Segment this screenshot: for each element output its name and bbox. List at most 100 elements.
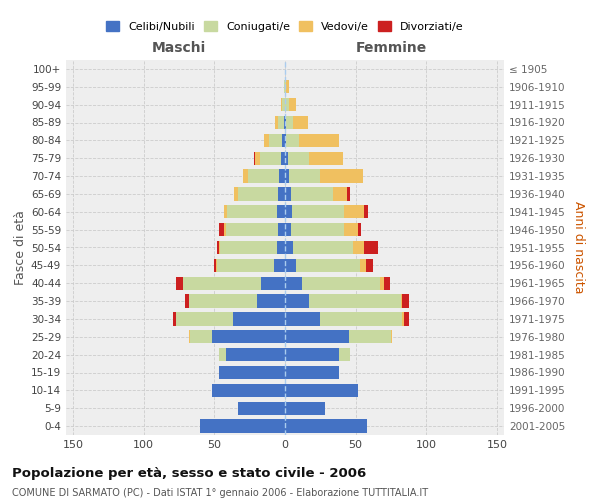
Bar: [238, 187, 278, 200]
Bar: [176, 276, 183, 290]
Bar: [284, 116, 285, 129]
Bar: [200, 420, 285, 433]
Bar: [189, 330, 190, 344]
Y-axis label: Fasce di età: Fasce di età: [14, 210, 27, 285]
Bar: [220, 241, 277, 254]
Bar: [338, 348, 350, 362]
Bar: [277, 205, 285, 218]
Bar: [224, 205, 227, 218]
Bar: [280, 170, 285, 183]
Bar: [384, 276, 389, 290]
Bar: [285, 80, 286, 94]
Bar: [285, 152, 288, 165]
Bar: [269, 134, 282, 147]
Bar: [183, 276, 261, 290]
Bar: [285, 223, 290, 236]
Bar: [365, 258, 373, 272]
Bar: [189, 294, 257, 308]
Bar: [233, 312, 285, 326]
Bar: [285, 348, 338, 362]
Bar: [281, 98, 282, 112]
Bar: [391, 330, 392, 344]
Bar: [285, 366, 338, 379]
Bar: [264, 134, 269, 147]
Y-axis label: Anni di nascita: Anni di nascita: [572, 201, 585, 294]
Bar: [285, 241, 293, 254]
Bar: [289, 170, 320, 183]
Bar: [185, 294, 189, 308]
Text: COMUNE DI SARMATO (PC) - Dati ISTAT 1° gennaio 2006 - Elaborazione TUTTITALIA.IT: COMUNE DI SARMATO (PC) - Dati ISTAT 1° g…: [12, 488, 428, 498]
Bar: [296, 258, 360, 272]
Bar: [216, 258, 217, 272]
Bar: [285, 170, 289, 183]
Bar: [218, 366, 285, 379]
Bar: [288, 152, 309, 165]
Bar: [364, 205, 368, 218]
Bar: [285, 205, 292, 218]
Bar: [248, 170, 280, 183]
Bar: [285, 187, 290, 200]
Bar: [281, 152, 285, 165]
Bar: [353, 241, 364, 254]
Bar: [256, 152, 260, 165]
Bar: [254, 152, 256, 165]
Bar: [224, 223, 226, 236]
Bar: [299, 134, 338, 147]
Bar: [218, 223, 224, 236]
Bar: [176, 312, 233, 326]
Bar: [349, 330, 391, 344]
Bar: [289, 98, 296, 112]
Bar: [278, 223, 285, 236]
Bar: [402, 312, 404, 326]
Bar: [226, 348, 285, 362]
Bar: [364, 241, 378, 254]
Bar: [380, 276, 384, 290]
Bar: [293, 116, 308, 129]
Bar: [285, 116, 286, 129]
Bar: [285, 312, 320, 326]
Bar: [285, 134, 286, 147]
Bar: [226, 223, 278, 236]
Bar: [285, 258, 296, 272]
Bar: [402, 294, 409, 308]
Bar: [217, 258, 274, 272]
Bar: [285, 294, 309, 308]
Bar: [309, 294, 401, 308]
Bar: [214, 258, 216, 272]
Legend: Celibi/Nubili, Coniugati/e, Vedovi/e, Divorziati/e: Celibi/Nubili, Coniugati/e, Vedovi/e, Di…: [102, 17, 468, 36]
Bar: [286, 134, 299, 147]
Bar: [212, 330, 285, 344]
Bar: [242, 170, 248, 183]
Bar: [282, 134, 285, 147]
Bar: [284, 80, 285, 94]
Bar: [286, 116, 293, 129]
Bar: [309, 152, 343, 165]
Text: Femmine: Femmine: [355, 40, 427, 54]
Bar: [290, 223, 344, 236]
Bar: [173, 312, 176, 326]
Bar: [285, 384, 358, 397]
Bar: [285, 402, 325, 415]
Bar: [404, 312, 409, 326]
Text: Maschi: Maschi: [152, 40, 206, 54]
Bar: [292, 205, 344, 218]
Bar: [260, 152, 281, 165]
Bar: [217, 241, 218, 254]
Bar: [401, 294, 402, 308]
Bar: [344, 223, 358, 236]
Bar: [261, 276, 285, 290]
Bar: [282, 98, 285, 112]
Bar: [360, 258, 365, 272]
Bar: [212, 384, 285, 397]
Bar: [320, 170, 363, 183]
Bar: [275, 116, 278, 129]
Bar: [286, 80, 289, 94]
Bar: [190, 330, 212, 344]
Bar: [344, 205, 364, 218]
Bar: [274, 258, 285, 272]
Bar: [302, 276, 380, 290]
Bar: [234, 187, 238, 200]
Bar: [285, 98, 289, 112]
Bar: [333, 187, 347, 200]
Bar: [238, 402, 285, 415]
